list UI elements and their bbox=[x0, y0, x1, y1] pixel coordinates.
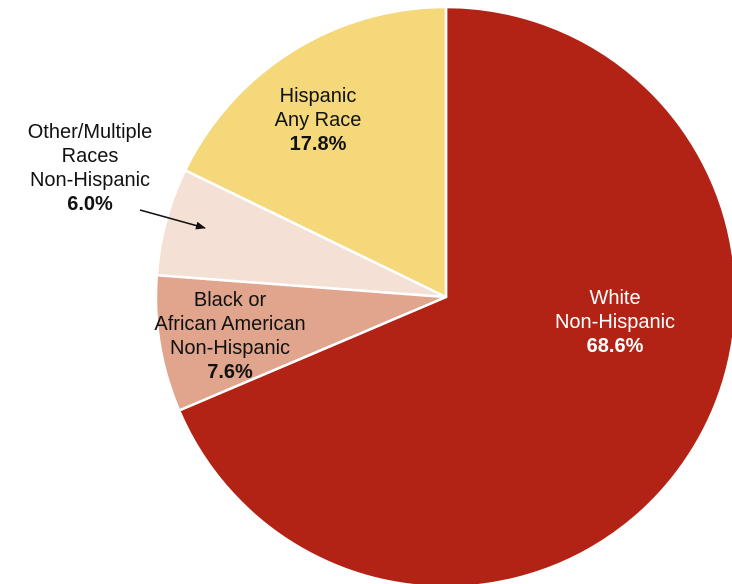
slice-label-white-non-hispanic: Non-Hispanic bbox=[555, 311, 675, 333]
slice-label-other-multiple-races: Non-Hispanic bbox=[30, 169, 150, 191]
pie-slices bbox=[154, 5, 732, 584]
slice-label-hispanic-any-race: Any Race bbox=[275, 109, 362, 131]
slice-label-black-african-american: Non-Hispanic bbox=[170, 337, 290, 359]
slice-black-african-american bbox=[154, 273, 448, 412]
value-label-other-multiple-races: 6.0% bbox=[67, 193, 113, 215]
slice-label-other-multiple-races: Other/Multiple bbox=[28, 121, 153, 143]
slice-label-hispanic-any-race: Hispanic bbox=[280, 85, 357, 107]
callout-arrow-other-multiple-races bbox=[139, 209, 206, 230]
slice-white-non-hispanic bbox=[177, 5, 732, 584]
value-label-black-african-american: 7.6% bbox=[207, 361, 253, 383]
slice-label-white-non-hispanic: White bbox=[589, 287, 640, 309]
slice-hispanic-any-race bbox=[183, 5, 448, 299]
value-label-hispanic-any-race: 17.8% bbox=[290, 133, 347, 155]
slice-label-black-african-american: African American bbox=[154, 313, 305, 335]
value-label-white-non-hispanic: 68.6% bbox=[587, 335, 644, 357]
slice-label-black-african-american: Black or bbox=[194, 289, 267, 311]
slice-label-other-multiple-races: Races bbox=[62, 145, 119, 167]
